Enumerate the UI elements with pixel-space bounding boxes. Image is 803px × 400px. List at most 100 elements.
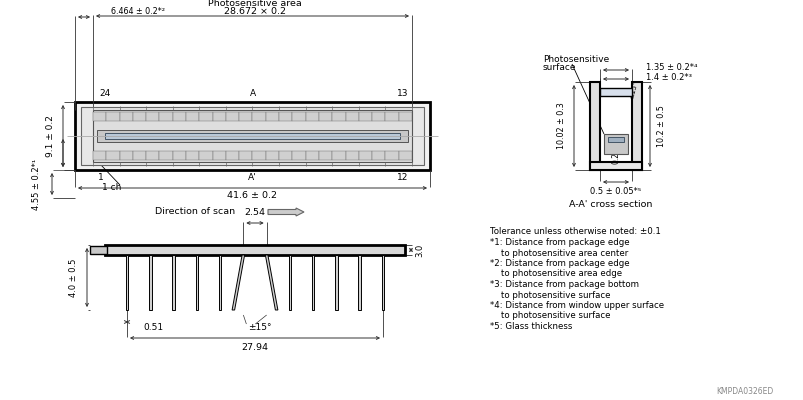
Bar [305,112,319,121]
Text: Photosensitive: Photosensitive [542,56,609,64]
Bar [90,246,107,254]
Bar [212,151,226,160]
Text: 41.6 ± 0.2: 41.6 ± 0.2 [227,192,277,200]
Bar [239,151,252,160]
Text: 24: 24 [99,90,110,98]
Bar [146,151,159,160]
Text: A': A' [248,174,256,182]
Bar [266,151,279,160]
Bar [106,151,120,160]
Bar [93,112,106,121]
Text: Tolerance unless otherwise noted: ±0.1: Tolerance unless otherwise noted: ±0.1 [489,228,660,236]
Bar [132,151,146,160]
Text: 9.1 ± 0.2: 9.1 ± 0.2 [47,115,55,157]
Bar [332,151,345,160]
Bar [199,151,212,160]
Bar [266,112,279,121]
Bar [319,112,332,121]
Text: *4: Distance from window upper surface: *4: Distance from window upper surface [489,301,663,310]
Text: surface: surface [542,62,576,72]
Text: 28.672 × 0.2: 28.672 × 0.2 [224,6,286,16]
Text: to photosensitive area edge: to photosensitive area edge [489,270,622,278]
Bar [335,255,337,310]
Text: A-A' cross section: A-A' cross section [569,200,652,210]
Bar [345,112,358,121]
Bar [589,82,599,170]
Text: 27.94: 27.94 [241,344,268,352]
Bar [358,112,372,121]
Text: *3: Distance from package bottom: *3: Distance from package bottom [489,280,638,289]
Bar [589,162,642,170]
Text: ±15°: ±15° [628,80,638,100]
Text: 12: 12 [396,174,407,182]
Text: 1.4 ± 0.2*³: 1.4 ± 0.2*³ [645,72,691,82]
Bar [239,112,252,121]
Bar [159,112,173,121]
Bar [385,151,398,160]
Bar [599,88,631,96]
Text: 4.55 ± 0.2*¹: 4.55 ± 0.2*¹ [32,158,42,210]
Bar [212,112,226,121]
Bar [332,112,345,121]
Bar [398,112,411,121]
Bar [125,255,128,310]
Text: 13: 13 [396,90,407,98]
Bar [97,130,407,142]
Bar [173,151,185,160]
Bar [226,151,239,160]
Text: A: A [249,90,255,98]
Bar [120,151,132,160]
Text: 0.2: 0.2 [611,152,620,164]
Bar [226,112,239,121]
Text: *2: Distance from package edge: *2: Distance from package edge [489,259,629,268]
FancyArrow shape [267,208,304,216]
Bar [385,112,398,121]
Bar [93,110,411,162]
Text: 1 ch: 1 ch [102,184,121,192]
Text: ±15°: ±15° [248,324,271,332]
Bar [358,151,372,160]
Bar [120,112,132,121]
Bar [305,151,319,160]
Bar [185,151,199,160]
Text: 4.0 ± 0.5: 4.0 ± 0.5 [69,258,79,297]
Bar [146,112,159,121]
Text: Direction of scan: Direction of scan [155,208,234,216]
Bar [319,151,332,160]
Bar [185,112,199,121]
Bar [312,255,314,310]
Bar [607,137,623,142]
Bar [105,245,405,255]
Text: Photosensitive area: Photosensitive area [208,0,301,8]
Bar [381,255,384,310]
Bar [358,255,361,310]
Text: 1.35 ± 0.2*⁴: 1.35 ± 0.2*⁴ [645,64,697,72]
Text: KMPDA0326ED: KMPDA0326ED [715,388,773,396]
Bar [252,112,266,121]
Bar [149,255,151,310]
Text: *1: Distance from package edge: *1: Distance from package edge [489,238,629,247]
Bar [292,112,305,121]
Text: to photosensitive surface: to photosensitive surface [489,312,609,320]
Text: to photosensitive area center: to photosensitive area center [489,248,627,258]
Bar [93,151,106,160]
Bar [292,151,305,160]
Bar [195,255,198,310]
Text: 0.5 ± 0.05*⁵: 0.5 ± 0.05*⁵ [589,188,641,196]
Text: 6.464 ± 0.2*²: 6.464 ± 0.2*² [111,8,165,16]
Bar [252,151,266,160]
Bar [345,151,358,160]
Bar [398,151,411,160]
Bar [279,112,292,121]
Text: *5: Glass thickness: *5: Glass thickness [489,322,572,331]
Bar [372,151,385,160]
Text: 10.2 ± 0.5: 10.2 ± 0.5 [657,105,666,147]
Bar [159,151,173,160]
Bar [199,112,212,121]
Bar [218,255,221,310]
Text: 2.54: 2.54 [244,208,265,218]
Text: 0.51: 0.51 [143,324,163,332]
Polygon shape [232,255,244,310]
Bar [132,112,146,121]
Bar [173,112,185,121]
